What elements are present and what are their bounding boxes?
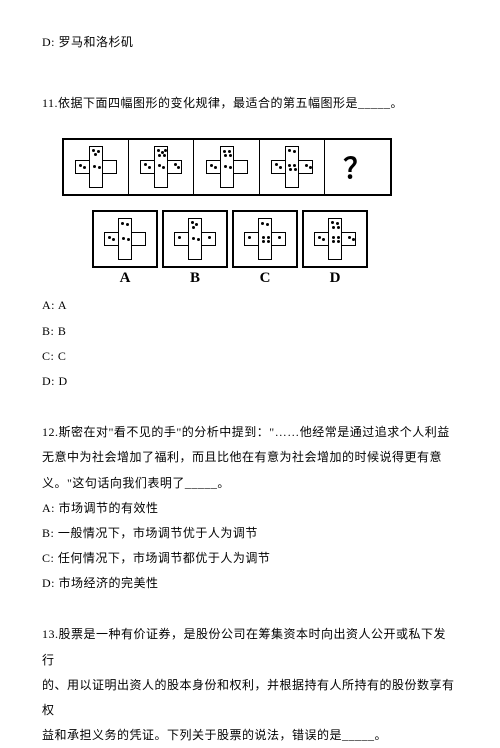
q11-answer-a: A: A <box>42 293 458 318</box>
option-label: D <box>302 270 368 287</box>
sequence-cell: ？ <box>325 140 390 194</box>
sequence-cell <box>129 140 194 194</box>
sequence-cell <box>194 140 259 194</box>
q10-option-d: D: 罗马和洛杉矶 <box>42 30 458 55</box>
question-mark: ？ <box>343 147 371 187</box>
q12-option-c: C: 任何情况下，市场调节都优于人为调节 <box>42 546 458 571</box>
q13-line1: 13.股票是一种有价证券，是股份公司在筹集资本时向出资人公开或私下发行 <box>42 622 458 672</box>
option-label: A <box>92 270 158 287</box>
q11-figure: ？ ABCD <box>62 138 458 287</box>
q13-line2: 的、用以证明出资人的股本身份和权利，并根据持有人所持有的股份数享有权 <box>42 673 458 723</box>
q12-option-b: B: 一般情况下，市场调节优于人为调节 <box>42 521 458 546</box>
q11-answer-d: D: D <box>42 369 458 394</box>
q12-line3: 义。"这句话向我们表明了_____。 <box>42 471 458 496</box>
q12-line2: 无意中为社会增加了福利，而且比他在有意为社会增加的时候说得更有意 <box>42 445 458 470</box>
q13-line3: 益和承担义务的凭证。下列关于股票的说法，错误的是_____。 <box>42 723 458 748</box>
q11-answer-c: C: C <box>42 344 458 369</box>
sequence-cell <box>260 140 325 194</box>
sequence-cell <box>64 140 129 194</box>
q12-option-a: A: 市场调节的有效性 <box>42 496 458 521</box>
option-cell <box>302 210 368 268</box>
option-cell <box>232 210 298 268</box>
option-cell <box>162 210 228 268</box>
q11-prompt: 11.依据下面四幅图形的变化规律，最适合的第五幅图形是_____。 <box>42 91 458 116</box>
option-cell <box>92 210 158 268</box>
q11-labels-row: ABCD <box>92 270 458 287</box>
q11-answer-b: B: B <box>42 319 458 344</box>
q12-line1: 12.斯密在对"看不见的手"的分析中提到："……他经常是通过追求个人利益 <box>42 420 458 445</box>
option-label: C <box>232 270 298 287</box>
q12-option-d: D: 市场经济的完美性 <box>42 571 458 596</box>
option-label: B <box>162 270 228 287</box>
q11-sequence-row: ？ <box>62 138 392 196</box>
q11-options-row <box>92 210 458 268</box>
